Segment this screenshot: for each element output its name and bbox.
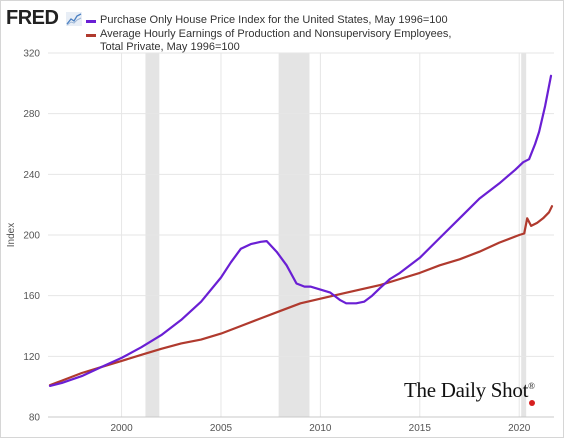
watermark-red-dot: [528, 400, 535, 406]
legend-item-house-price: Purchase Only House Price Index for the …: [86, 14, 460, 27]
series-line-1: [48, 205, 554, 387]
y-tick-label: 120: [23, 352, 40, 363]
x-tick-label: 2015: [409, 423, 432, 434]
legend-label-earnings: Average Hourly Earnings of Production an…: [100, 28, 452, 53]
watermark-text: The Daily Shot: [404, 378, 529, 402]
fred-logo: FRED: [6, 8, 82, 28]
legend-swatch-house-price: [86, 20, 96, 23]
x-tick-label: 2000: [110, 423, 133, 434]
fred-logo-text: FRED: [6, 7, 59, 29]
x-tick-labels: 2000 2005 2010 2015 2020: [110, 423, 530, 434]
x-tick-label: 2010: [309, 423, 332, 434]
y-tick-label: 80: [29, 413, 41, 424]
fred-graph-icon: [65, 11, 82, 26]
series-line-0: [48, 74, 553, 387]
series-lines: [48, 74, 554, 387]
x-tick-label: 2020: [508, 423, 531, 434]
x-tick-label: 2005: [210, 423, 233, 434]
y-tick-label: 280: [23, 109, 40, 120]
y-tick-label: 240: [23, 170, 40, 181]
y-axis-label: Index: [6, 223, 17, 247]
legend-swatch-earnings: [86, 34, 96, 37]
gridlines: [48, 52, 554, 418]
chart-legend: Purchase Only House Price Index for the …: [86, 14, 460, 55]
watermark-registered-mark: ®: [528, 381, 535, 391]
y-tick-label: 160: [23, 291, 40, 302]
legend-label-house-price: Purchase Only House Price Index for the …: [100, 14, 448, 26]
y-tick-labels: 80 120 160 200 240 280 320: [23, 49, 40, 424]
daily-shot-watermark: The Daily Shot®: [404, 378, 535, 406]
y-tick-label: 200: [23, 231, 40, 242]
y-tick-label: 320: [23, 49, 40, 60]
legend-item-earnings: Average Hourly Earnings of Production an…: [86, 28, 460, 54]
